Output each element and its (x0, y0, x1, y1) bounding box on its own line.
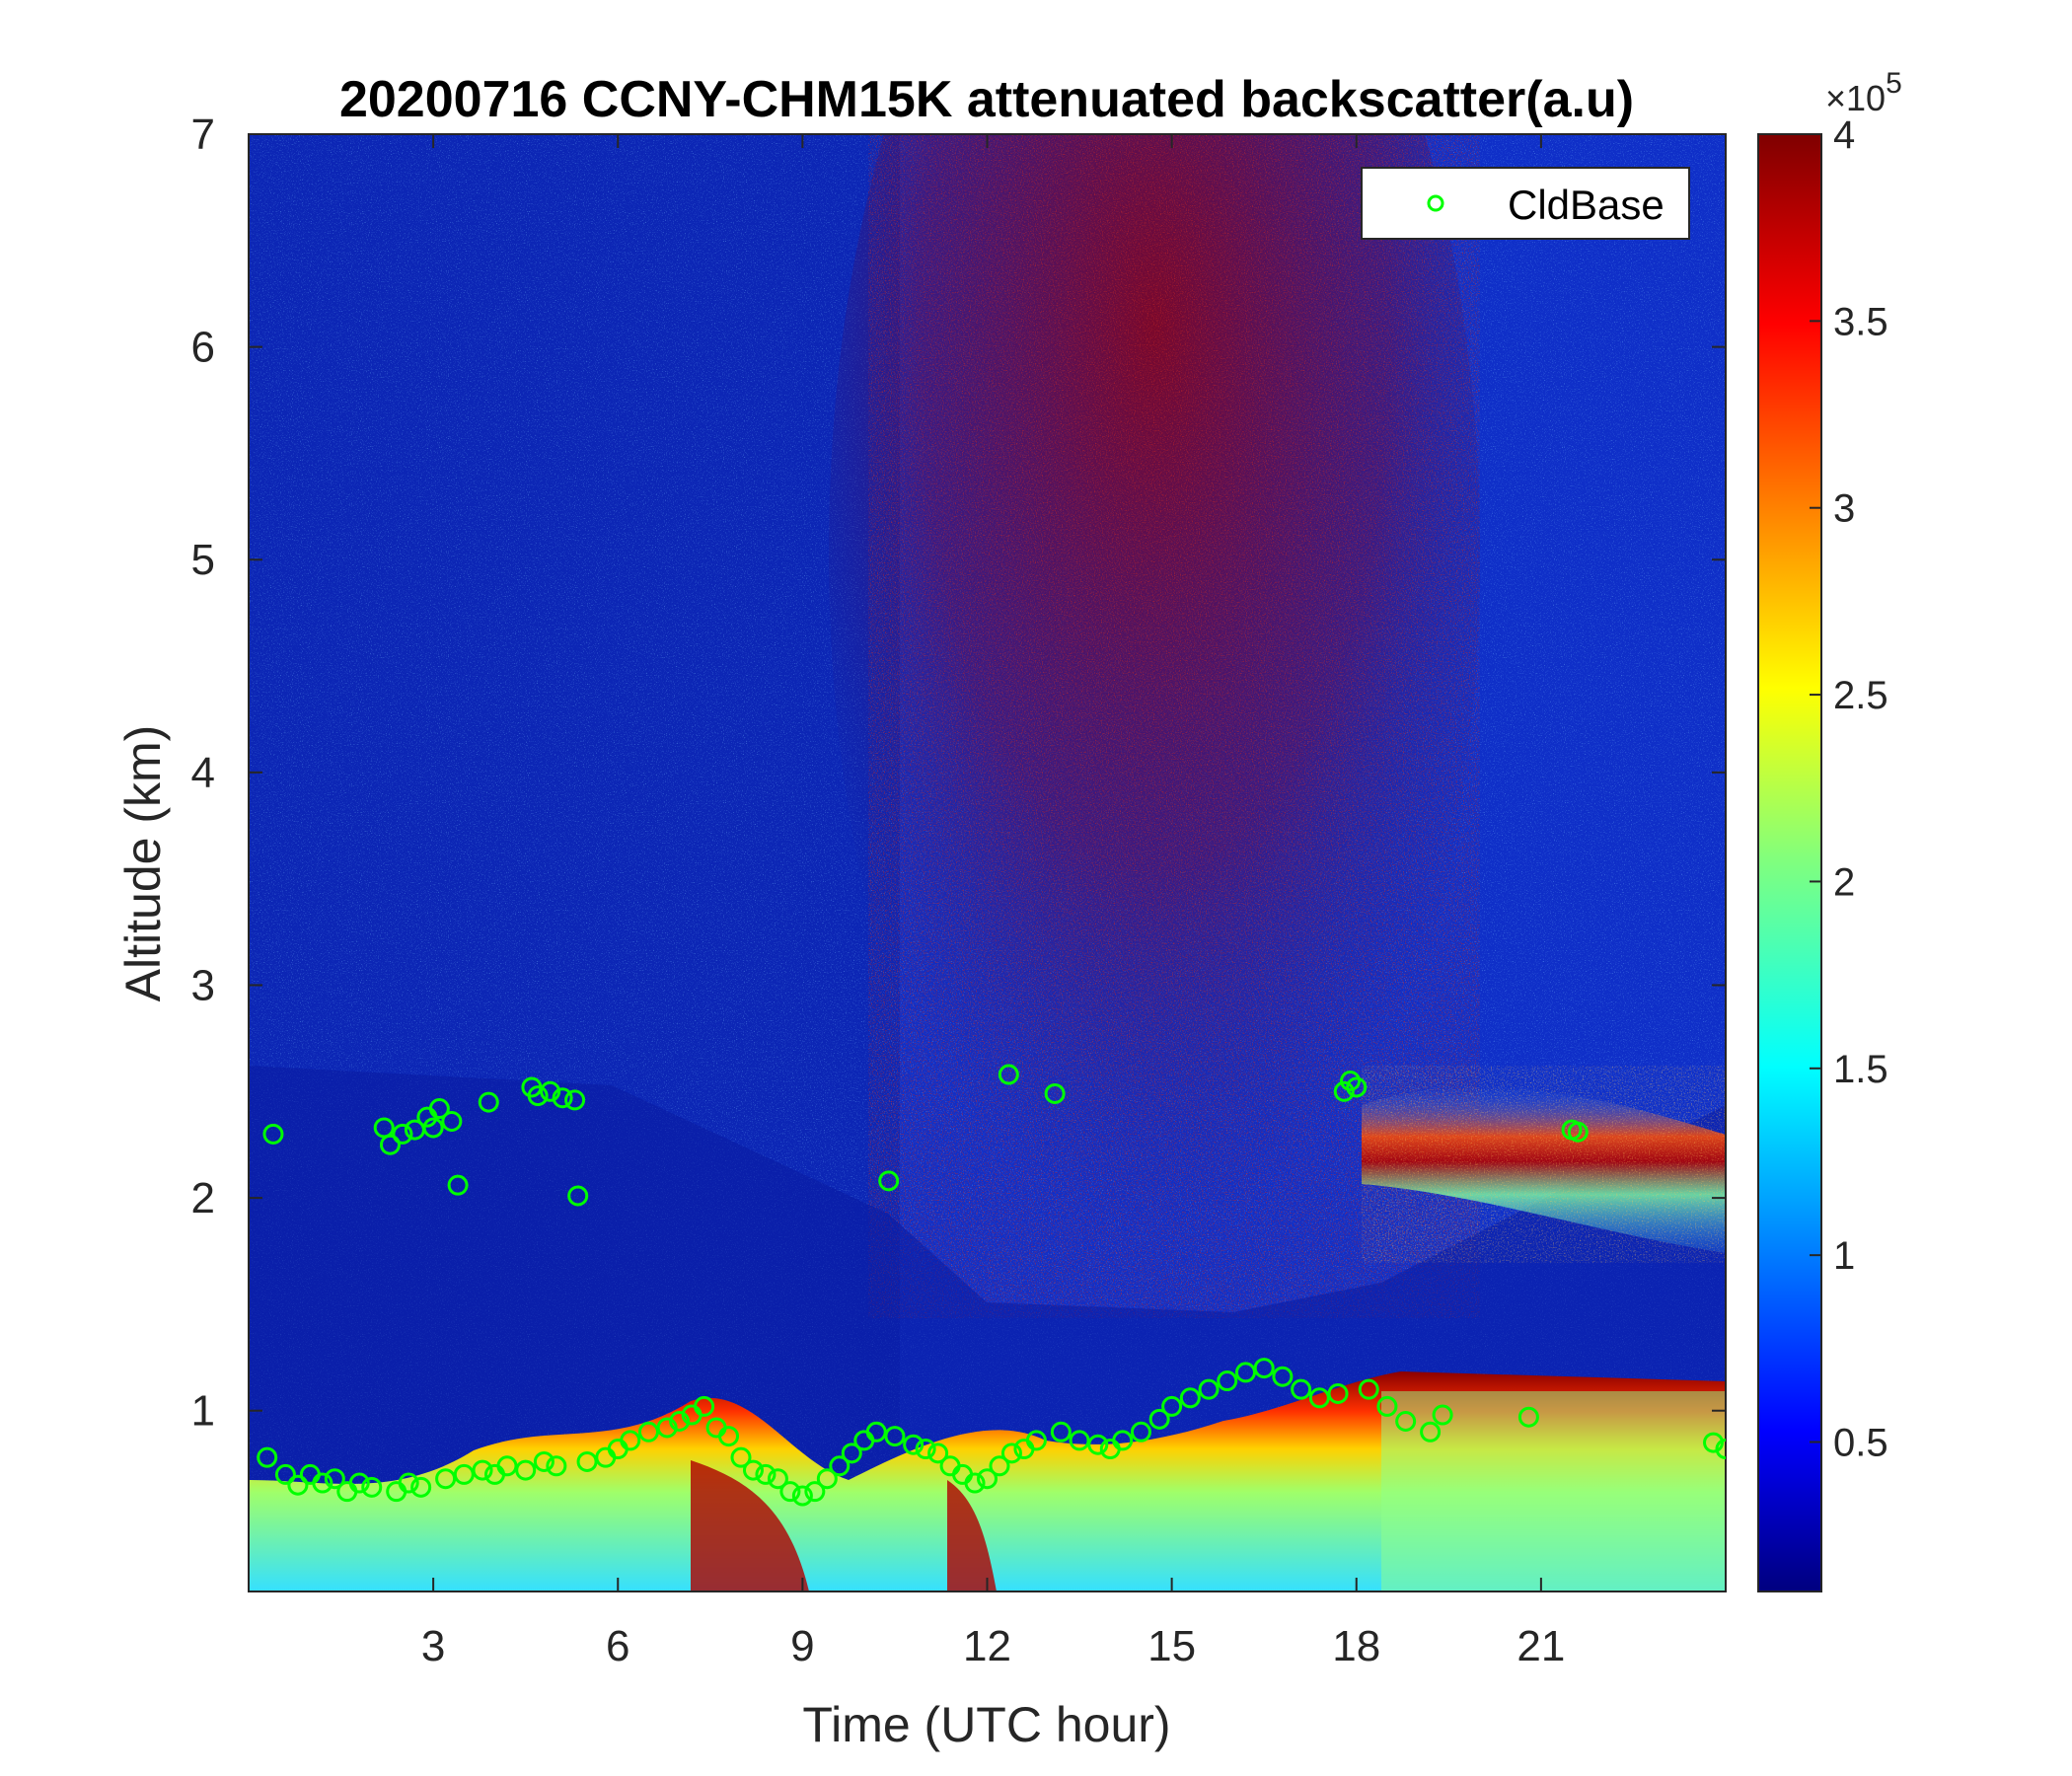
x-tick-label: 21 (1517, 1622, 1565, 1670)
y-tick-label: 2 (191, 1174, 215, 1222)
colorbar-exponent: ×105 (1825, 67, 1902, 118)
colorbar-tick-label: 4 (1833, 113, 1855, 157)
y-tick-label: 7 (191, 111, 215, 159)
colorbar-gradient (1758, 134, 1821, 1591)
colorbar-tick-label: 0.5 (1833, 1422, 1888, 1465)
x-tick-label: 15 (1147, 1622, 1196, 1670)
colorbar-tick-label: 3.5 (1833, 300, 1888, 343)
y-axis-title: Altitude (km) (115, 725, 171, 1002)
y-tick-label: 4 (191, 749, 215, 797)
colorbar: 0.5 1 1.5 2 2.5 3 3.5 4 ×105 (1758, 67, 1902, 1591)
colorbar-tick-label: 1 (1833, 1234, 1855, 1278)
x-tick-label: 18 (1332, 1622, 1380, 1670)
legend: CldBase (1362, 168, 1689, 239)
legend-label: CldBase (1508, 182, 1665, 228)
colorbar-tick-label: 1.5 (1833, 1048, 1888, 1091)
colorbar-tick-label: 2.5 (1833, 674, 1888, 717)
x-tick-label: 3 (421, 1622, 445, 1670)
x-axis-title: Time (UTC hour) (802, 1697, 1170, 1752)
x-tick-label: 6 (606, 1622, 629, 1670)
x-tick-label: 9 (790, 1622, 814, 1670)
colorbar-tick-label: 2 (1833, 860, 1855, 904)
y-tick-label: 3 (191, 961, 215, 1009)
y-tick-label: 1 (191, 1387, 215, 1436)
y-tick-label: 6 (191, 324, 215, 372)
chart-title: 20200716 CCNY-CHM15K attenuated backscat… (339, 71, 1634, 128)
y-tick-label: 5 (191, 536, 215, 584)
colorbar-tick-label: 3 (1833, 487, 1855, 531)
x-tick-label: 12 (963, 1622, 1011, 1670)
